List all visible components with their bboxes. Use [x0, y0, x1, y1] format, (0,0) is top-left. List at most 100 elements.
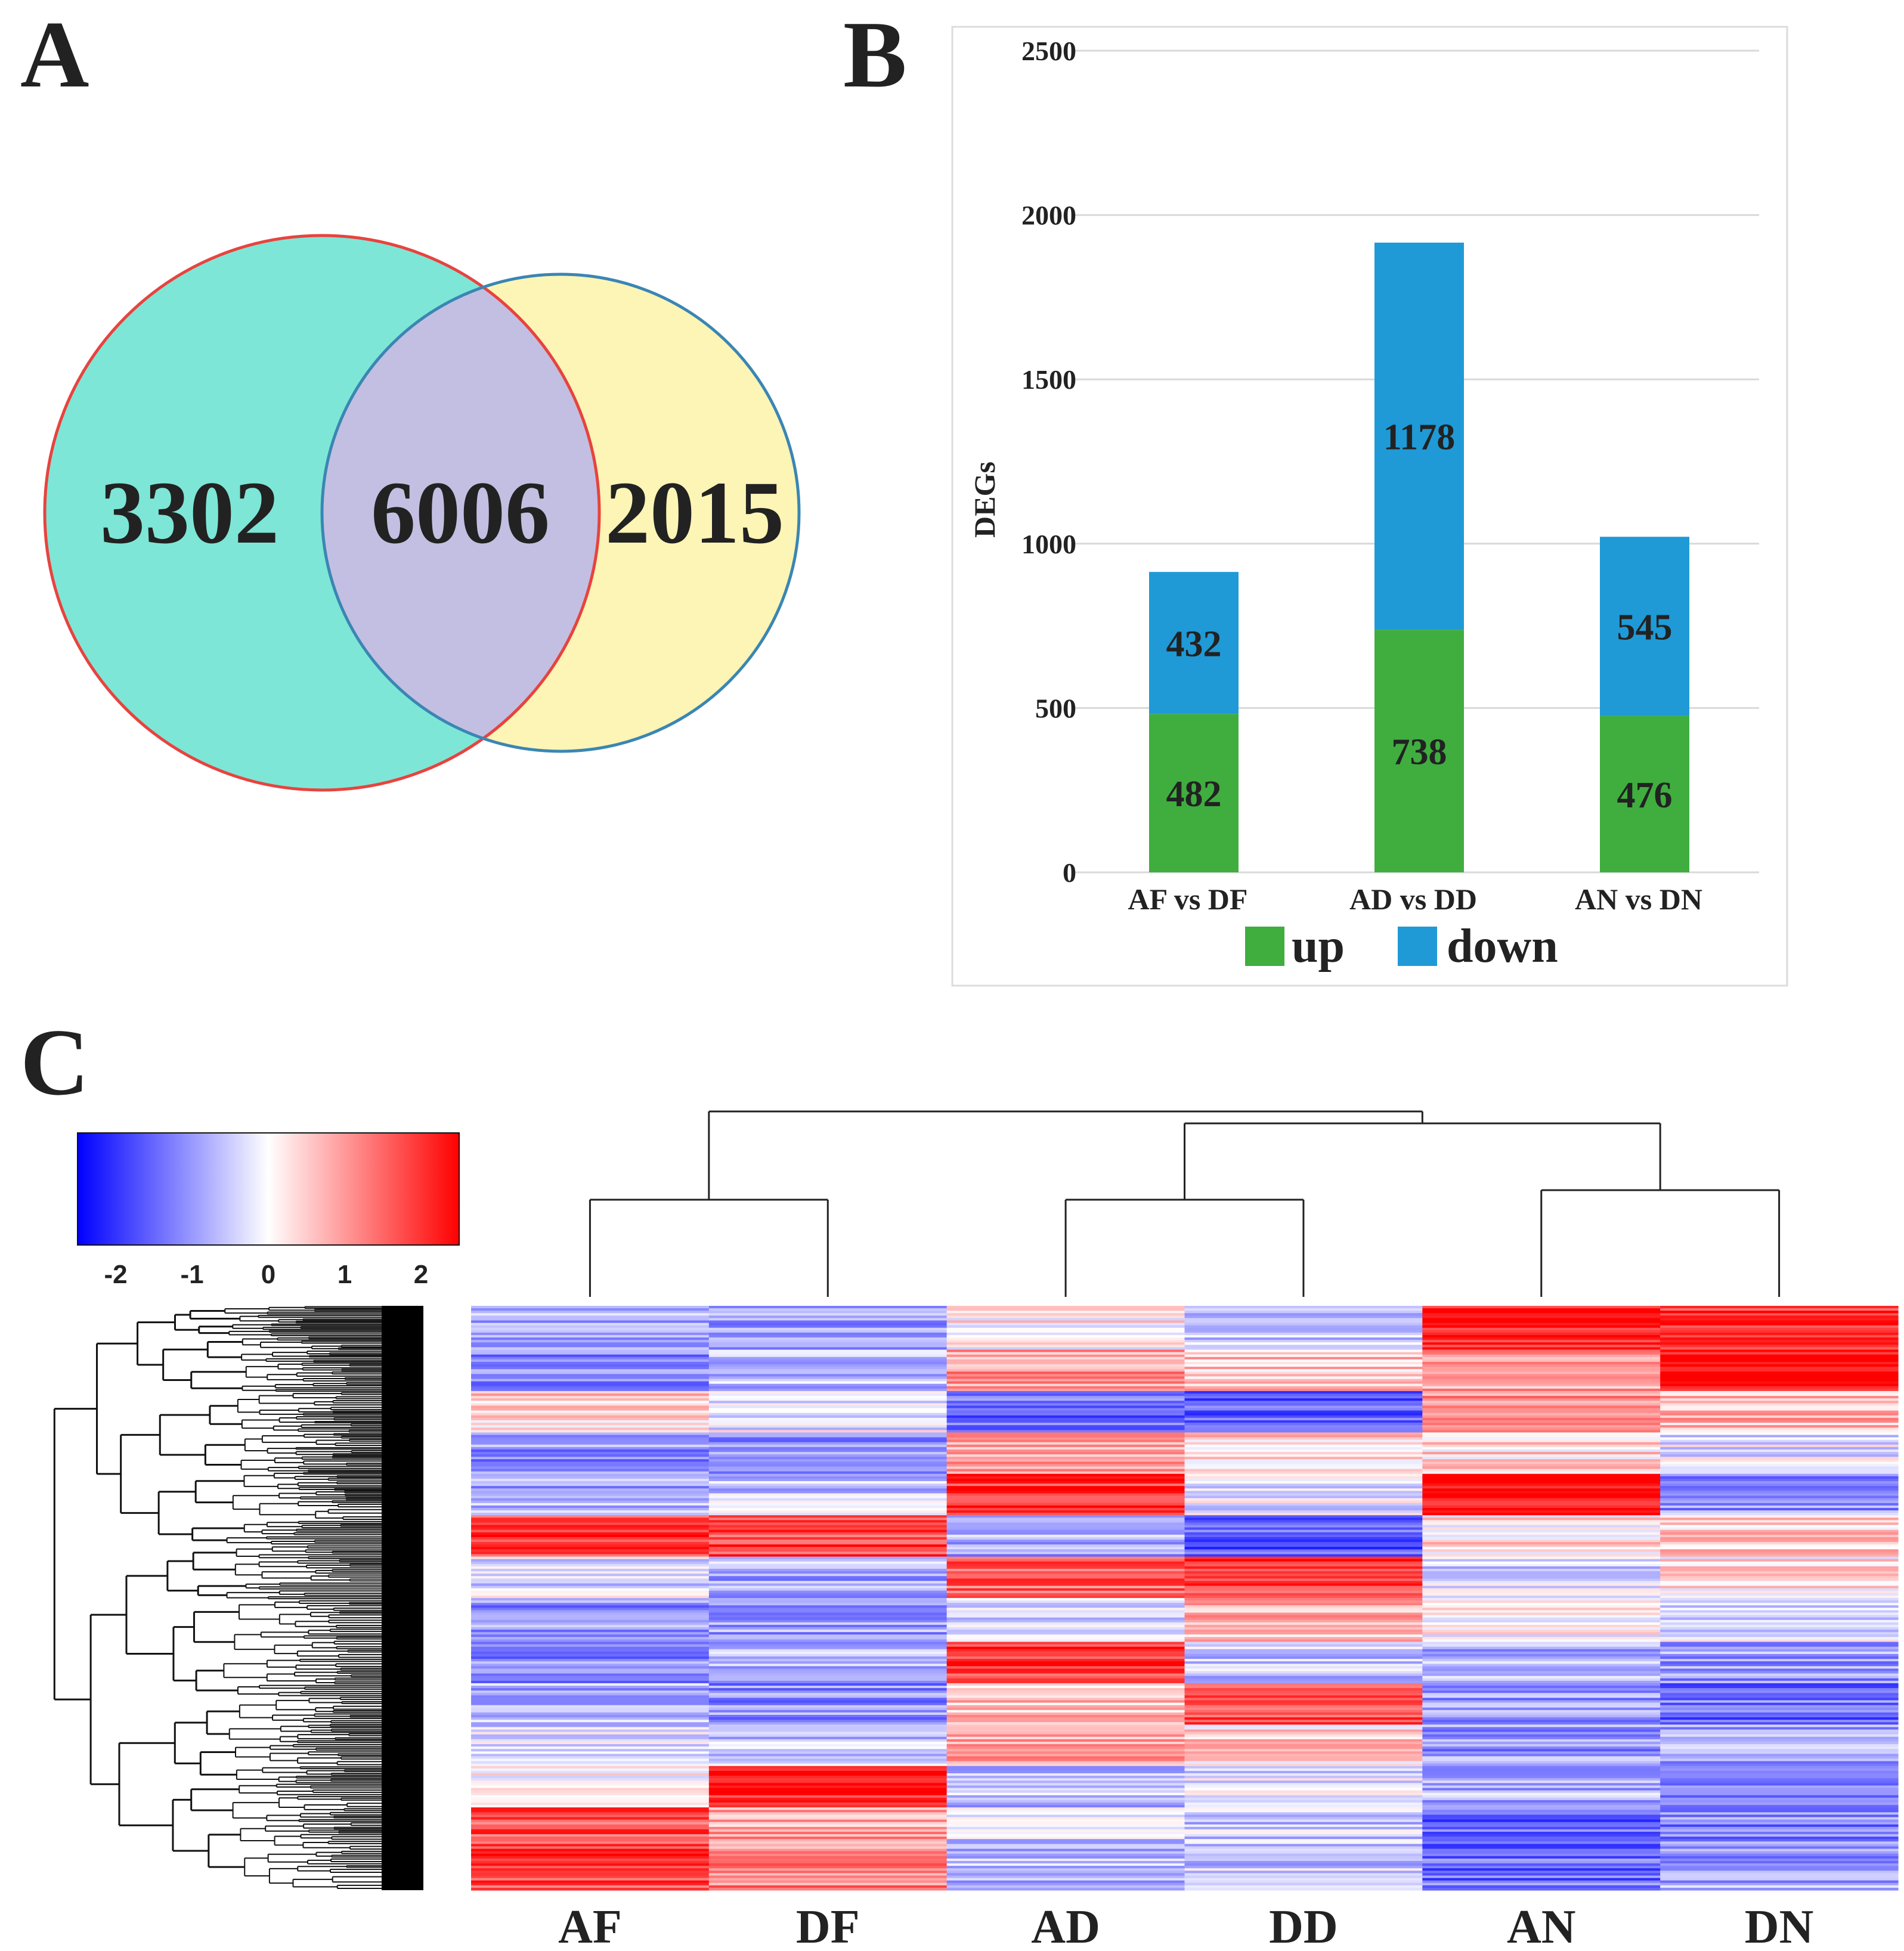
heatmap-cell	[1660, 1542, 1899, 1545]
heatmap-cell	[471, 1527, 710, 1531]
heatmap-cell	[946, 1437, 1185, 1441]
heatmap-cell	[1422, 1680, 1661, 1684]
heatmap-cell	[708, 1600, 948, 1603]
heatmap-cell	[1184, 1415, 1423, 1419]
heatmap-cell	[1660, 1313, 1899, 1316]
heatmap-cell	[1660, 1439, 1899, 1443]
heatmap-cell	[471, 1695, 710, 1699]
heatmap-cell	[1184, 1337, 1423, 1340]
heatmap-cell	[946, 1566, 1185, 1569]
heatmap-cell	[471, 1783, 710, 1786]
heatmap-cell	[471, 1822, 710, 1825]
heatmap-cell	[471, 1420, 710, 1423]
heatmap-cell	[1660, 1880, 1899, 1884]
heatmap-cell	[1184, 1598, 1423, 1601]
heatmap-cell	[946, 1688, 1185, 1691]
heatmap-cell	[471, 1503, 710, 1506]
heatmap-cell	[946, 1705, 1185, 1708]
heatmap-cell	[708, 1498, 948, 1501]
heatmap-cell	[708, 1724, 948, 1728]
heatmap-cell	[1184, 1741, 1423, 1745]
heatmap-cell	[946, 1559, 1185, 1562]
heatmap-cell	[471, 1340, 710, 1343]
heatmap-cell	[946, 1435, 1185, 1438]
heatmap-cell	[708, 1320, 948, 1324]
heatmap-cell	[1422, 1532, 1661, 1535]
heatmap-cell	[708, 1766, 948, 1769]
heatmap-cell	[1184, 1593, 1423, 1596]
heatmap-cell	[1660, 1415, 1899, 1419]
heatmap-cell	[1660, 1861, 1899, 1864]
heatmap-cell	[1422, 1734, 1661, 1738]
heatmap-cell	[471, 1882, 710, 1886]
heatmap-cell	[708, 1481, 948, 1484]
heatmap-cell	[708, 1776, 948, 1779]
heatmap-cell	[1184, 1495, 1423, 1499]
heatmap-cell	[708, 1744, 948, 1747]
heatmap-cell	[1184, 1758, 1423, 1762]
heatmap-cell	[708, 1653, 948, 1657]
heatmap-cell	[1422, 1887, 1661, 1891]
heatmap-cell	[708, 1695, 948, 1699]
heatmap-cell	[1660, 1744, 1899, 1747]
heatmap-cell	[946, 1503, 1185, 1506]
heatmap-cell	[1184, 1405, 1423, 1409]
heatmap-cell	[1422, 1761, 1661, 1764]
heatmap-cell	[946, 1393, 1185, 1396]
heatmap-cell	[1184, 1544, 1423, 1547]
heatmap-cell	[708, 1537, 948, 1540]
heatmap-cell	[946, 1478, 1185, 1482]
heatmap-cell	[1660, 1639, 1899, 1643]
heatmap-cell	[946, 1391, 1185, 1394]
heatmap-cell	[708, 1515, 948, 1518]
heatmap-cell	[1422, 1651, 1661, 1655]
heatmap-cell	[1184, 1627, 1423, 1630]
heatmap-cell	[708, 1639, 948, 1643]
heatmap-cell	[708, 1795, 948, 1798]
heatmap-cell	[708, 1822, 948, 1825]
heatmap-cell	[1660, 1464, 1899, 1467]
heatmap-cell	[1184, 1486, 1423, 1489]
heatmap-cell	[708, 1746, 948, 1749]
heatmap-cell	[708, 1683, 948, 1686]
heatmap-cell	[1422, 1391, 1661, 1394]
heatmap-cell	[946, 1729, 1185, 1733]
heatmap-cell	[1422, 1788, 1661, 1791]
heatmap-cell	[1660, 1359, 1899, 1362]
heatmap-cell	[708, 1739, 948, 1742]
heatmap-cell	[946, 1805, 1185, 1808]
heatmap-cell	[1184, 1630, 1423, 1633]
heatmap-cell	[1422, 1473, 1661, 1477]
heatmap-cell	[1184, 1442, 1423, 1445]
heatmap-cell	[946, 1342, 1185, 1345]
heatmap-cell	[946, 1853, 1185, 1857]
heatmap-cell	[1422, 1803, 1661, 1806]
heatmap-cell	[1660, 1444, 1899, 1448]
heatmap-cell	[708, 1417, 948, 1421]
x-category-label-0: AF vs DF	[1128, 882, 1248, 916]
heatmap-cell	[1184, 1880, 1423, 1884]
heatmap-cell	[946, 1817, 1185, 1820]
heatmap-cell	[1422, 1425, 1661, 1428]
heatmap-cell	[946, 1493, 1185, 1497]
heatmap-cell	[946, 1498, 1185, 1501]
heatmap-cell	[1422, 1454, 1661, 1457]
heatmap-cell	[1184, 1754, 1423, 1757]
heatmap-cell	[1422, 1758, 1661, 1762]
heatmap-cell	[1422, 1724, 1661, 1728]
heatmap-cell	[946, 1593, 1185, 1596]
heatmap-cell	[1422, 1367, 1661, 1370]
heatmap-cell	[946, 1678, 1185, 1681]
heatmap-cell	[1422, 1398, 1661, 1401]
heatmap-cell	[1184, 1829, 1423, 1832]
venn-overlap	[322, 274, 599, 751]
heatmap-cell	[1422, 1491, 1661, 1494]
heatmap-cell	[946, 1770, 1185, 1774]
heatmap-cell	[1422, 1447, 1661, 1450]
heatmap-cell	[946, 1590, 1185, 1594]
venn-only-left-count: 3302	[100, 463, 279, 562]
heatmap-cell	[708, 1461, 948, 1465]
heatmap-cell	[1184, 1379, 1423, 1382]
heatmap-cell	[1422, 1327, 1661, 1331]
heatmap-cell	[946, 1763, 1185, 1767]
